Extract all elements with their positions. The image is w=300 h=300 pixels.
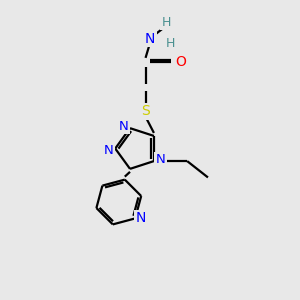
Text: N: N: [104, 143, 114, 157]
Text: N: N: [118, 120, 128, 133]
Text: N: N: [156, 153, 165, 166]
Text: S: S: [141, 104, 150, 118]
Text: N: N: [145, 32, 155, 46]
Text: N: N: [135, 212, 146, 225]
Text: H: H: [166, 37, 176, 50]
Text: O: O: [175, 55, 186, 69]
Text: H: H: [162, 16, 171, 29]
